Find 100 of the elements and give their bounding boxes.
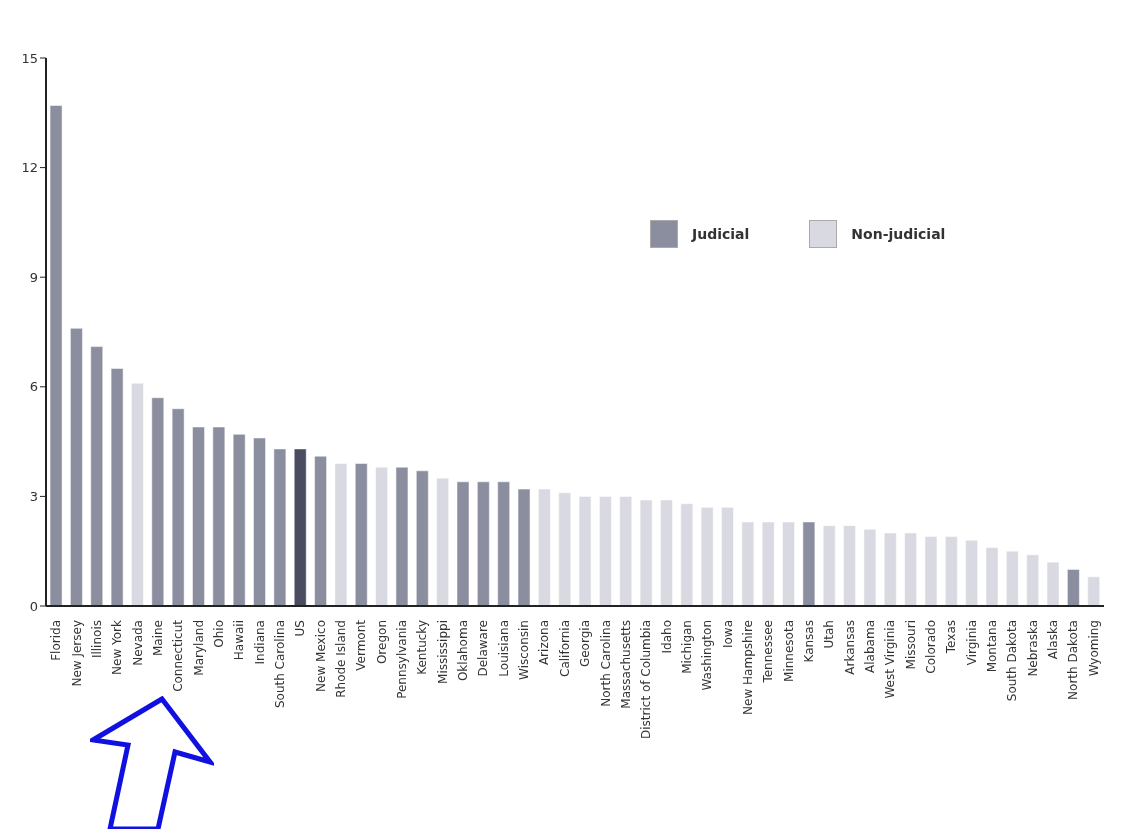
- bar: [1026, 554, 1039, 606]
- x-tick-label: Idaho: [659, 620, 674, 654]
- bar: [90, 346, 104, 606]
- bar: [782, 521, 795, 606]
- bar: [822, 525, 836, 606]
- x-tick-label: US: [293, 620, 308, 637]
- x-tick-label: Alaska: [1046, 620, 1061, 660]
- bar: [334, 463, 348, 606]
- bar: [477, 481, 490, 606]
- x-tick-label: Texas: [944, 620, 959, 655]
- x-tick-label: West Virginia: [883, 620, 898, 699]
- x-tick-label: Georgia: [578, 620, 593, 668]
- bar: [965, 539, 978, 606]
- x-tick-label: Rhode Island: [334, 620, 349, 698]
- bar: [212, 426, 226, 606]
- x-tick-label: Pennsylvania: [395, 620, 410, 699]
- x-tick-label: Colorado: [924, 620, 939, 674]
- y-tick-label: 12: [21, 160, 38, 176]
- bar: [192, 426, 205, 606]
- bar: [1046, 561, 1060, 606]
- bar: [110, 368, 124, 606]
- bar: [884, 532, 897, 606]
- bar: [619, 496, 633, 606]
- x-tick-label: Indiana: [252, 620, 267, 665]
- bar: [599, 496, 612, 606]
- x-tick-label: Missouri: [903, 620, 918, 670]
- bar: [1006, 550, 1019, 606]
- x-tick-label: Illinois: [89, 620, 104, 659]
- x-tick-label: Mississippi: [435, 620, 450, 684]
- bar: [945, 536, 958, 606]
- bar: [151, 397, 165, 606]
- x-tick-label: Nebraska: [1025, 620, 1040, 677]
- bar: [416, 470, 429, 606]
- bar: [721, 507, 734, 606]
- x-tick-label: Delaware: [476, 620, 491, 677]
- x-tick-label: Connecticut: [171, 619, 186, 692]
- y-tick-label: 0: [29, 598, 38, 614]
- x-tick-label: Massachusetts: [618, 620, 633, 709]
- bar: [538, 488, 551, 606]
- bar: [497, 481, 510, 606]
- bar: [232, 434, 246, 606]
- bar: [456, 481, 470, 606]
- x-tick-label: Arkansas: [842, 620, 857, 675]
- x-tick-label: New Mexico: [313, 620, 328, 692]
- x-tick-label: Tennessee: [761, 620, 776, 684]
- x-tick-label: Kentucky: [415, 620, 430, 675]
- x-tick-label: Kansas: [801, 620, 816, 663]
- bar: [70, 328, 83, 606]
- x-tick-label: Wisconsin: [517, 620, 532, 680]
- bar: [171, 408, 185, 606]
- x-tick-label: Hawaii: [232, 620, 247, 661]
- bar: [1067, 569, 1080, 606]
- bar: [517, 488, 531, 606]
- x-tick-label: Florida: [49, 620, 64, 661]
- x-tick-label: Maryland: [191, 620, 206, 676]
- bar: [802, 521, 816, 606]
- bar: [761, 521, 775, 606]
- bar: [924, 536, 938, 606]
- bar: [253, 437, 266, 606]
- bar: [436, 477, 449, 606]
- x-tick-label: Montana: [985, 620, 1000, 673]
- legend-label: Judicial: [692, 226, 750, 242]
- bar: [863, 529, 877, 606]
- x-tick-label: Maine: [150, 620, 165, 657]
- y-tick-label: 9: [29, 269, 38, 285]
- x-tick-label: Nevada: [130, 620, 145, 666]
- x-tick-label: South Dakota: [1005, 620, 1020, 702]
- x-tick-label: Virginia: [964, 620, 979, 666]
- y-tick-label: 3: [29, 489, 38, 505]
- x-tick-label: Michigan: [679, 620, 694, 674]
- bar: [700, 507, 714, 606]
- bar: [131, 382, 144, 606]
- x-tick-label: Wyoming: [1086, 620, 1101, 677]
- bar: [1087, 576, 1100, 606]
- x-tick-label: South Carolina: [272, 620, 287, 709]
- x-tick-label: Louisiana: [496, 620, 511, 677]
- bar: [355, 463, 368, 606]
- x-tick-label: Ohio: [211, 620, 226, 648]
- bar: [558, 492, 571, 606]
- x-tick-label: New York: [110, 619, 125, 675]
- y-tick-label: 6: [29, 379, 38, 395]
- bar: [660, 499, 673, 606]
- x-tick-label: Washington: [700, 620, 715, 691]
- bar: [314, 455, 327, 606]
- x-tick-label: North Carolina: [598, 620, 613, 707]
- bar: [985, 547, 999, 606]
- y-tick-label: 15: [21, 50, 38, 66]
- x-tick-label: Iowa: [720, 620, 735, 649]
- bar: [578, 496, 592, 606]
- bar: [680, 503, 694, 606]
- x-tick-label: Oklahoma: [456, 620, 471, 682]
- x-tick-label: Arizona: [537, 620, 552, 666]
- bar: [639, 499, 653, 606]
- legend-label: Non-judicial: [851, 226, 946, 242]
- bar: [395, 466, 409, 606]
- bar: [904, 532, 917, 606]
- x-tick-label: North Dakota: [1066, 620, 1081, 700]
- x-tick-label: Minnesota: [781, 620, 796, 682]
- x-tick-label: California: [557, 620, 572, 677]
- x-tick-label: Oregon: [374, 620, 389, 665]
